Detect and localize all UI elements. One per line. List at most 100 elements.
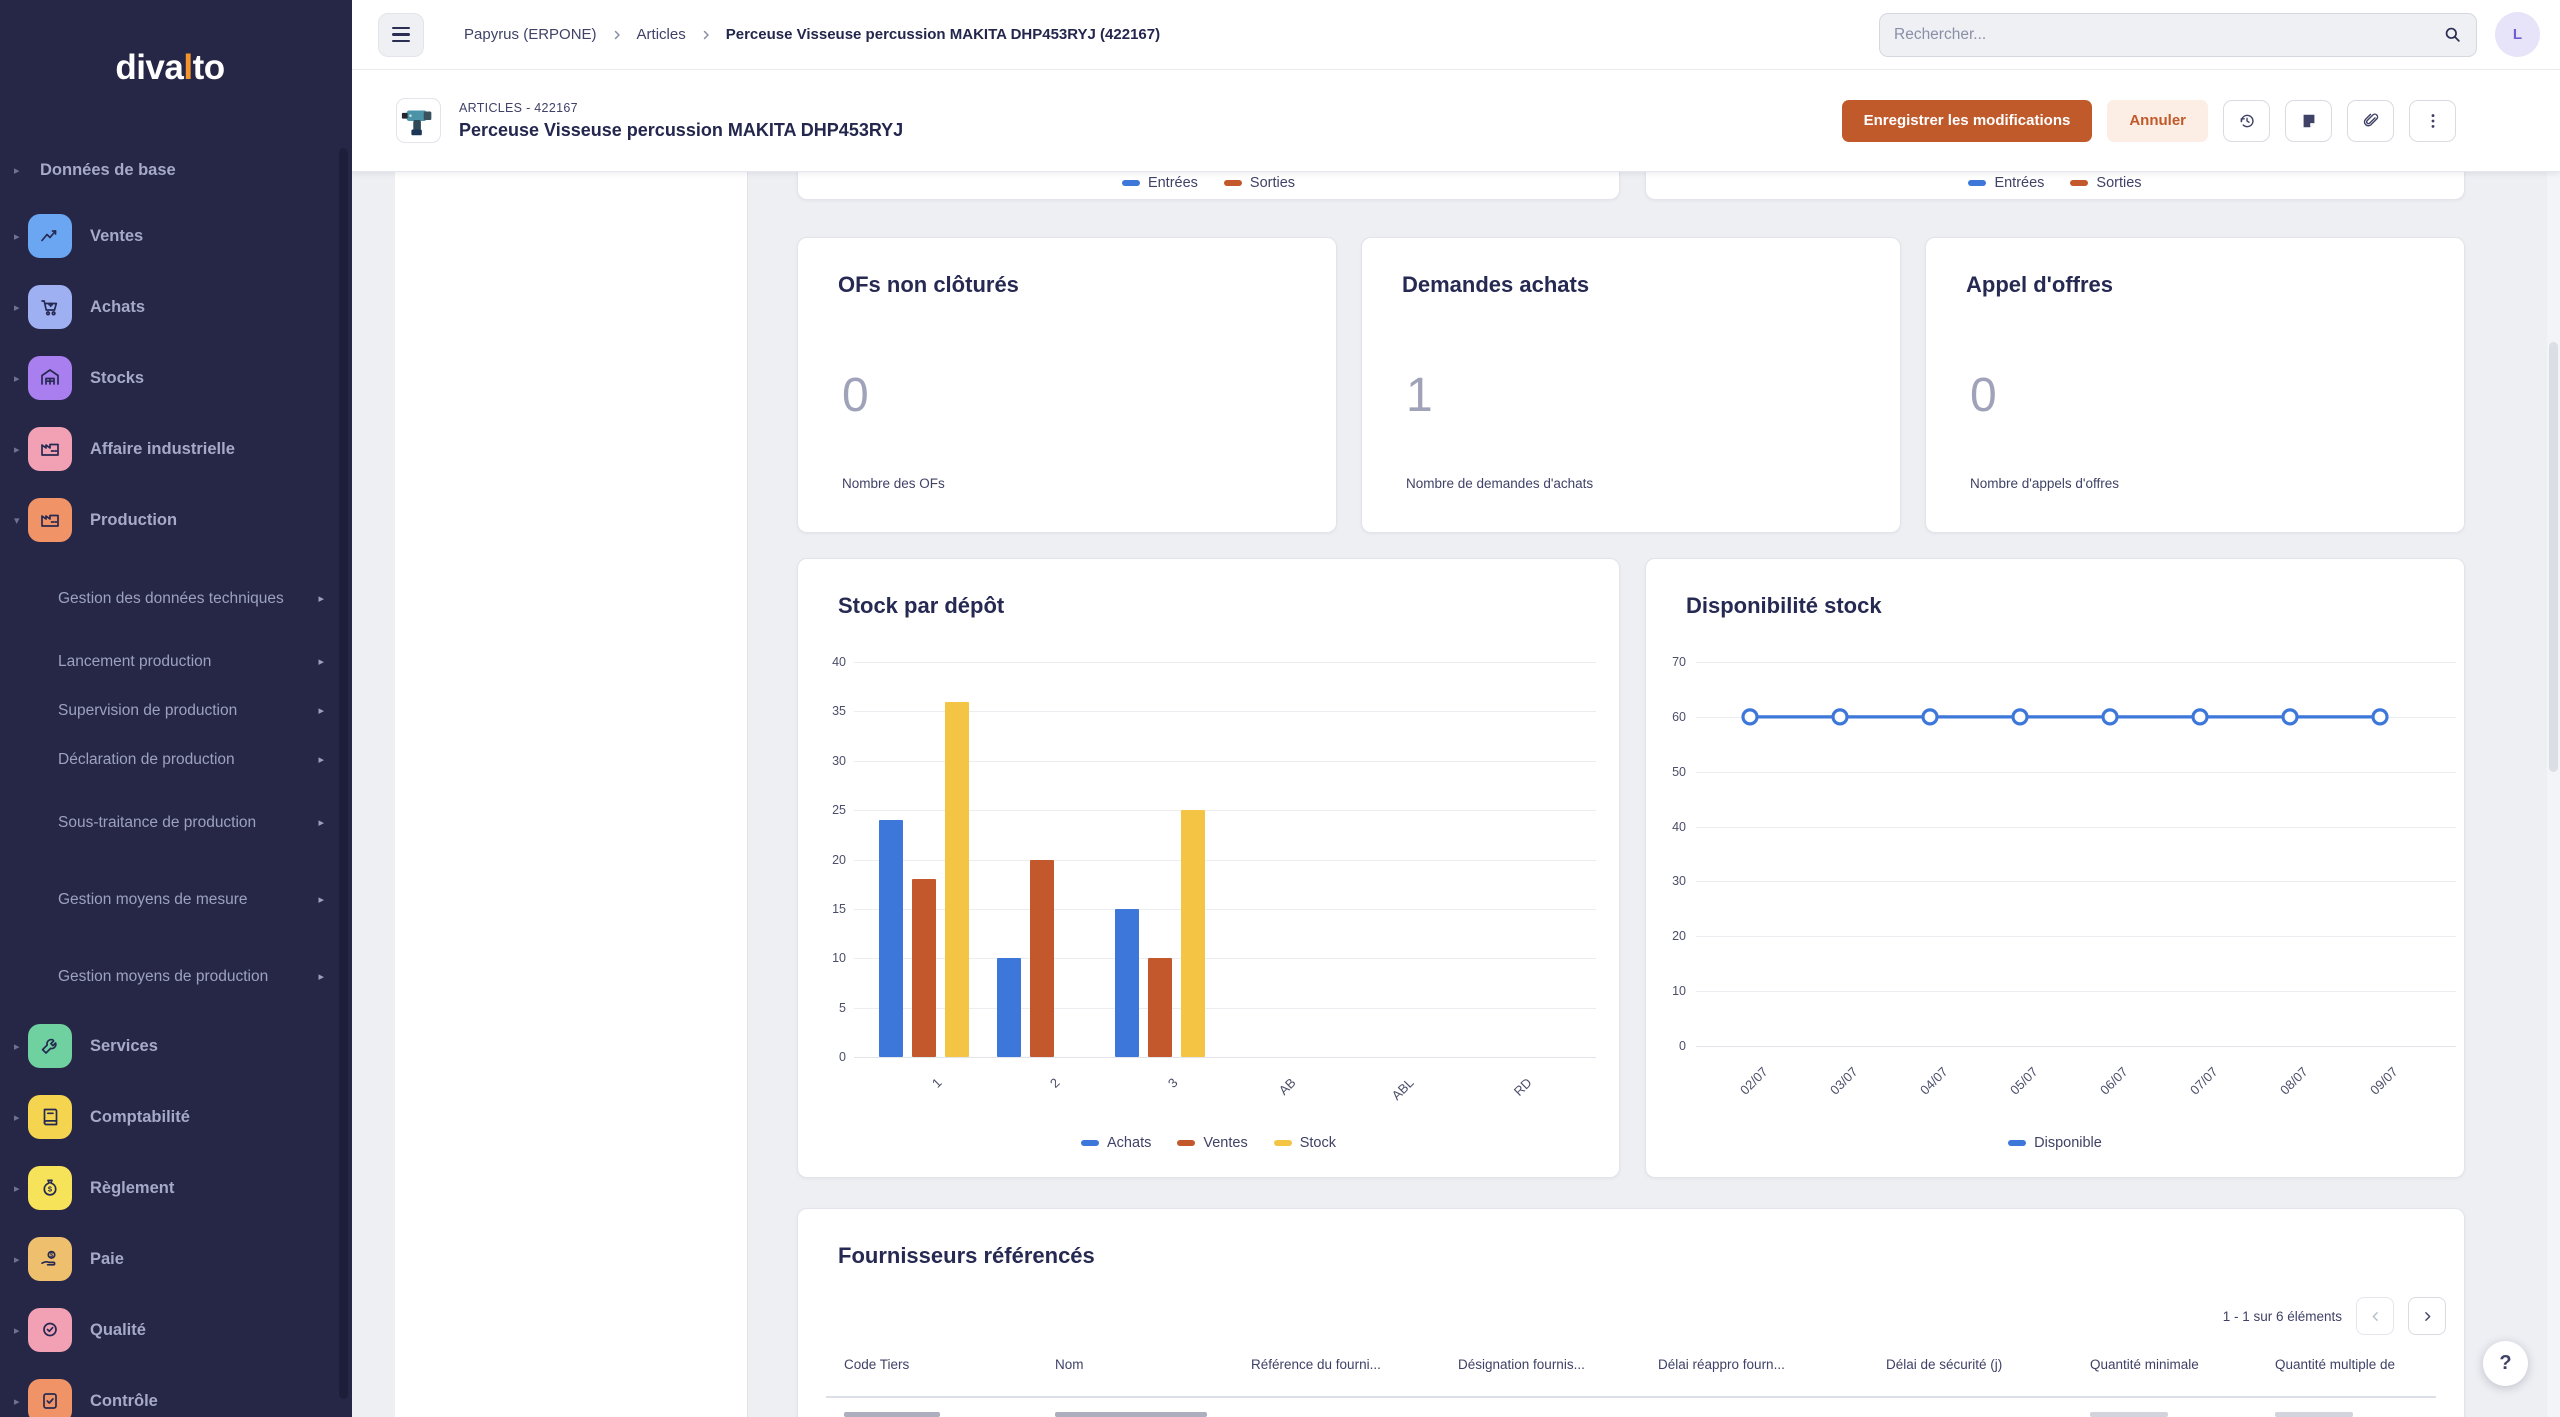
chevron-right-icon: ▸ [14, 1111, 20, 1124]
legend-item: Achats [1081, 1135, 1151, 1151]
article-kicker: ARTICLES - 422167 [459, 100, 578, 115]
sidebar-item-label: Règlement [90, 1178, 175, 1197]
kebab-button[interactable] [2409, 99, 2456, 142]
x-axis-tick: 05/07 [2006, 1064, 2041, 1098]
sidebar-item-affaire-industrielle[interactable]: ▸ Affaire industrielle [0, 427, 342, 471]
sidebar-item-achats[interactable]: ▸ Achats [0, 285, 342, 329]
page-header: ARTICLES - 422167 Perceuse Visseuse perc… [352, 70, 2560, 172]
sidebar-item-reglement[interactable]: ▸ $ Règlement [0, 1166, 342, 1210]
x-axis-tick: 02/07 [1736, 1064, 1771, 1098]
breadcrumb: Papyrus (ERPONE) Articles Perceuse Visseus… [464, 26, 1160, 43]
page-title: Perceuse Visseuse percussion MAKITA DHP4… [459, 119, 904, 140]
table-column-header[interactable]: Code Tiers [844, 1357, 910, 1372]
table-column-header[interactable]: Délai de sécurité (j) [1886, 1357, 2003, 1372]
chevron-right-icon: ▸ [318, 655, 324, 668]
y-axis-tick: 30 [832, 753, 846, 768]
bar-chart [854, 662, 1596, 1058]
save-button[interactable]: Enregistrer les modifications [1841, 99, 2093, 142]
sidebar-subitem[interactable]: Gestion moyens de mesure ▸ [0, 870, 342, 928]
clipboard-check-icon [28, 1379, 72, 1417]
user-avatar[interactable]: L [2495, 12, 2540, 57]
sidebar-subitem[interactable]: Gestion des données techniques ▸ [0, 569, 342, 627]
y-axis-tick: 70 [1672, 655, 1686, 669]
chevron-right-icon: ▸ [318, 704, 324, 717]
sidebar-item-services[interactable]: ▸ Services [0, 1024, 342, 1068]
book-icon [28, 1095, 72, 1139]
legend-swatch [1121, 180, 1140, 186]
legend-item: Disponible [2008, 1135, 2102, 1151]
sidebar-subitem-label: Déclaration de production [58, 750, 235, 768]
help-button[interactable]: ? [2483, 1341, 2528, 1386]
sidebar-subitem[interactable]: Déclaration de production ▸ [0, 744, 342, 774]
sidebar-scrollbar[interactable] [339, 148, 348, 1399]
paperclip-button[interactable] [2347, 99, 2394, 142]
metric-title: Demandes achats [1402, 272, 1590, 297]
table-header-row: Code Tiers Nom Référence du fourni... Désig… [798, 1357, 2464, 1381]
kebab-icon [2423, 111, 2443, 131]
x-axis-tick: 09/07 [2366, 1064, 2401, 1098]
pagination-prev-button[interactable] [2356, 1297, 2394, 1335]
sidebar-subitem[interactable]: Gestion moyens de production ▸ [0, 947, 342, 1005]
sidebar-item-qualite[interactable]: ▸ Qualité [0, 1308, 342, 1352]
badge-check-icon [28, 1308, 72, 1352]
sidebar-subitem[interactable]: Supervision de production ▸ [0, 695, 342, 725]
history-button[interactable] [2223, 99, 2270, 142]
search-icon[interactable] [2443, 25, 2462, 44]
table-row-partial[interactable] [798, 1412, 2464, 1417]
factory-icon [28, 498, 72, 542]
wrench-icon [28, 1024, 72, 1068]
entries-exits-card-right: Entrées Sorties [1645, 172, 2465, 200]
table-column-header[interactable]: Désignation fournis... [1458, 1357, 1585, 1372]
metric-title: OFs non clôturés [838, 272, 1019, 297]
topbar: Papyrus (ERPONE) Articles Perceuse Visseus… [352, 0, 2560, 70]
sidebar-subitem[interactable]: Sous-traitance de production ▸ [0, 793, 342, 851]
chevron-right-icon: ▸ [14, 1395, 20, 1408]
table-column-header[interactable]: Quantité multiple de [2275, 1357, 2396, 1372]
y-axis-tick: 20 [832, 852, 846, 867]
sidebar-item-paie[interactable]: ▸ $ Paie [0, 1237, 342, 1281]
table-column-header[interactable]: Référence du fourni... [1251, 1357, 1381, 1372]
cancel-button[interactable]: Annuler [2107, 99, 2208, 142]
history-icon [2237, 111, 2257, 131]
breadcrumb-item[interactable]: Papyrus (ERPONE) [464, 26, 597, 43]
sidebar: divalto ▸ Données de base ▸ Ventes ▸ Achats ▸ S… [0, 0, 352, 1417]
sidebar-item-stocks[interactable]: ▸ Stocks [0, 356, 342, 400]
sidebar-item-ventes[interactable]: ▸ Ventes [0, 214, 342, 258]
factory-icon [28, 427, 72, 471]
legend-item: Sorties [2070, 175, 2142, 191]
metric-card: Demandes achats 1 Nombre de demandes d'ach… [1361, 237, 1901, 533]
x-axis-tick: 04/07 [1916, 1064, 1951, 1098]
table-column-header[interactable]: Quantité minimale [2090, 1357, 2199, 1372]
chevron-right-icon: ▸ [14, 1182, 20, 1195]
sidebar-item-production[interactable]: ▾ Production [0, 498, 342, 542]
sidebar-subitem[interactable]: Lancement production ▸ [0, 646, 342, 676]
chart-title: Stock par dépôt [838, 593, 1005, 618]
sidebar-item-controle[interactable]: ▸ Contrôle [0, 1379, 342, 1417]
warehouse-icon [28, 356, 72, 400]
breadcrumb-item[interactable]: Articles [636, 26, 686, 43]
y-axis-tick: 25 [832, 803, 846, 818]
y-axis-tick: 10 [832, 951, 846, 966]
sidebar-item-label: Affaire industrielle [90, 439, 235, 458]
sidebar-item-comptabilite[interactable]: ▸ Comptabilité [0, 1095, 342, 1139]
search-input[interactable] [1894, 25, 2443, 44]
sidebar-item-label: Stocks [90, 368, 145, 387]
breadcrumb-item: Perceuse Visseuse percussion MAKITA DHP4… [725, 26, 1161, 43]
sidebar-subitem-label: Sous-traitance de production [58, 813, 257, 831]
table-column-header[interactable]: Nom [1055, 1357, 1084, 1372]
page-scrollbar[interactable] [2547, 172, 2560, 1417]
table-column-header[interactable]: Délai réappro fourn... [1658, 1357, 1785, 1372]
app-logo: divalto [115, 48, 225, 87]
sidebar-subitem-label: Gestion moyens de mesure [58, 890, 248, 908]
metric-title: Appel d'offres [1966, 272, 2114, 297]
pagination-next-button[interactable] [2408, 1297, 2446, 1335]
sidebar-subitem-label: Supervision de production [58, 701, 238, 719]
x-axis-tick: 08/07 [2276, 1064, 2311, 1098]
sidebar-item-label: Comptabilité [90, 1107, 190, 1126]
sidebar-item-label: Contrôle [90, 1391, 158, 1410]
search-box [1879, 12, 2477, 57]
svg-text:$: $ [50, 1253, 54, 1259]
sidebar-item-donnees-de-base[interactable]: ▸ Données de base [0, 150, 342, 190]
hamburger-menu-button[interactable] [378, 12, 424, 57]
note-button[interactable] [2285, 99, 2332, 142]
